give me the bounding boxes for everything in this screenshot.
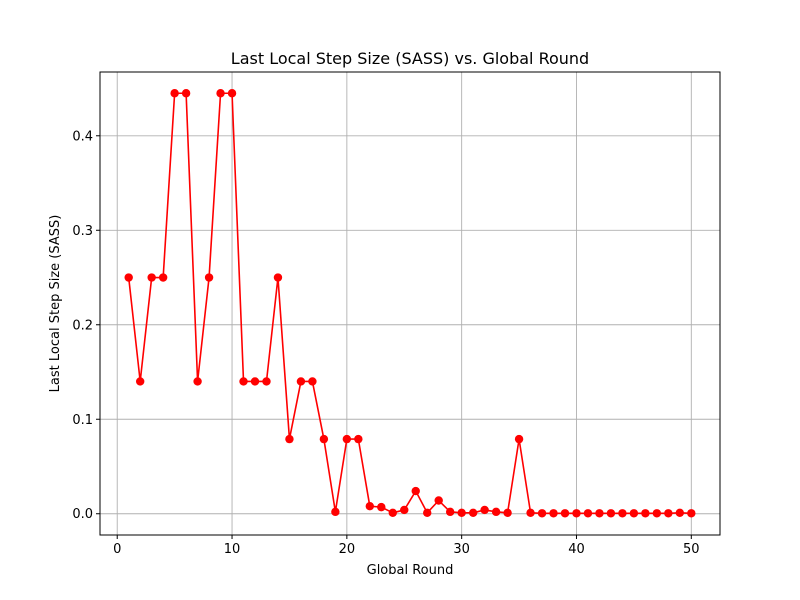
- x-tick-label: 40: [568, 542, 585, 557]
- data-point: [124, 273, 133, 282]
- data-point: [273, 273, 283, 282]
- data-point: [308, 377, 317, 386]
- data-point: [629, 509, 639, 518]
- data-point: [239, 377, 248, 386]
- data-point: [135, 377, 145, 386]
- data-point: [514, 434, 524, 444]
- data-point: [549, 509, 558, 518]
- y-tick-label: 0.2: [72, 318, 93, 333]
- data-point: [457, 508, 466, 517]
- data-point: [250, 377, 260, 386]
- data-point: [641, 509, 650, 518]
- data-point: [193, 377, 202, 386]
- chart-title: Last Local Step Size (SASS) vs. Global R…: [231, 49, 589, 68]
- y-axis: 0.0 0.1 0.2 0.3 0.4: [72, 129, 100, 522]
- data-point: [687, 509, 696, 518]
- data-point: [342, 434, 352, 444]
- data-point: [434, 496, 443, 505]
- x-tick-label: 50: [683, 542, 700, 557]
- data-point: [652, 509, 662, 518]
- data-point: [560, 509, 570, 518]
- data-point: [675, 508, 685, 517]
- data-point: [503, 508, 512, 517]
- data-point: [411, 486, 420, 496]
- data-point: [158, 273, 168, 282]
- data-point: [537, 509, 547, 518]
- data-point: [480, 505, 489, 515]
- plot-frame: [99, 71, 721, 536]
- y-tick-label: 0.1: [72, 413, 93, 428]
- data-point: [526, 508, 535, 517]
- data-point: [572, 509, 581, 518]
- data-point: [285, 434, 294, 444]
- y-axis-label: Last Local Step Size (SASS): [48, 215, 63, 393]
- data-point: [181, 89, 191, 98]
- data-point: [664, 509, 673, 518]
- data-point: [388, 508, 397, 517]
- data-point: [319, 434, 329, 444]
- data-point: [331, 507, 340, 517]
- x-tick-label: 0: [113, 542, 121, 557]
- data-point: [170, 89, 179, 98]
- y-tick-label: 0.0: [72, 507, 93, 522]
- data-point: [423, 508, 432, 517]
- y-tick-label: 0.4: [72, 129, 93, 144]
- data-point: [468, 508, 478, 517]
- series-layer: [124, 89, 696, 518]
- data-point: [216, 89, 225, 98]
- data-point: [595, 509, 604, 518]
- data-point: [377, 502, 386, 512]
- data-point: [204, 273, 214, 282]
- x-axis: 0 10 20 30 40 50: [113, 535, 700, 557]
- x-axis-label: Global Round: [367, 563, 454, 578]
- data-point: [354, 434, 363, 444]
- x-tick-label: 20: [339, 542, 356, 557]
- data-point: [445, 507, 455, 517]
- data-point: [400, 505, 409, 515]
- x-tick-label: 10: [224, 542, 241, 557]
- data-point: [147, 273, 156, 282]
- data-point: [606, 509, 616, 518]
- data-point: [583, 509, 593, 518]
- data-point: [227, 89, 237, 98]
- y-tick-label: 0.3: [72, 224, 93, 239]
- data-point: [491, 507, 501, 517]
- x-tick-label: 30: [453, 542, 470, 557]
- data-point: [618, 509, 627, 518]
- data-point: [296, 377, 306, 386]
- data-point: [365, 501, 375, 511]
- data-point: [262, 377, 271, 386]
